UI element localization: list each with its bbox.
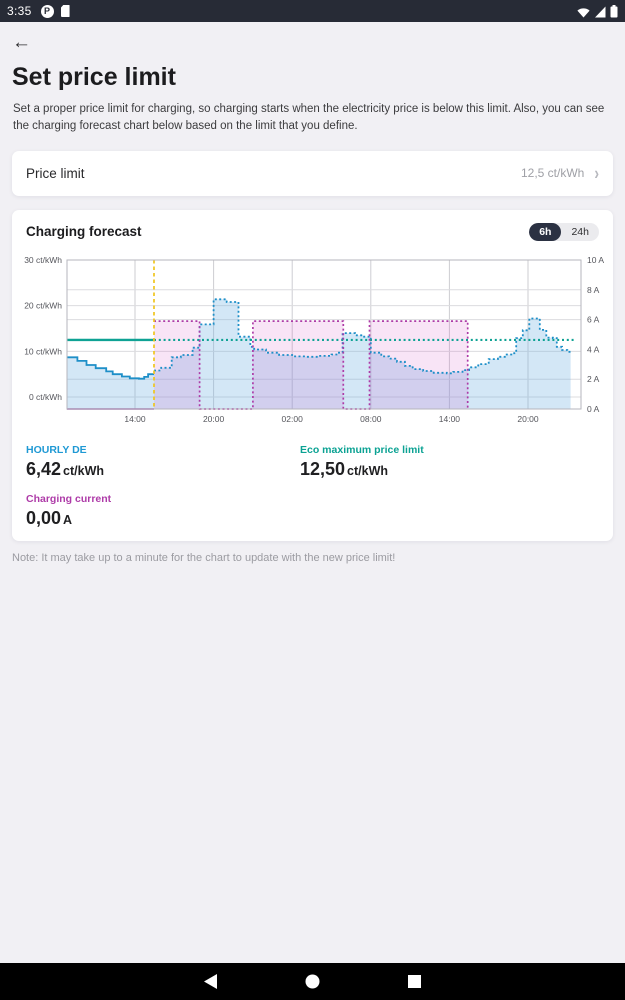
status-bar: 3:35 P (0, 0, 625, 22)
svg-text:20:00: 20:00 (517, 414, 539, 424)
chevron-right-icon: › (594, 162, 599, 184)
range-option-6h[interactable]: 6h (529, 222, 562, 241)
svg-text:14:00: 14:00 (439, 414, 461, 424)
forecast-title: Charging forecast (26, 224, 142, 239)
legend-item-eco-limit: Eco maximum price limit 12,50 ct/kWh (300, 444, 599, 480)
legend-unit-hourly: ct/kWh (63, 463, 105, 478)
legend-label-hourly: HOURLY DE (26, 443, 87, 456)
sd-card-icon (60, 5, 70, 17)
svg-text:30 ct/kWh: 30 ct/kWh (24, 255, 62, 265)
svg-text:0 A: 0 A (587, 404, 600, 414)
svg-text:02:00: 02:00 (282, 414, 304, 424)
chart-legend: HOURLY DE 6,42 ct/kWh Eco maximum price l… (26, 444, 599, 529)
legend-unit-eco: ct/kWh (347, 463, 389, 478)
wifi-icon (577, 7, 590, 17)
legend-item-charging-current: Charging current 0,00 A (26, 493, 300, 529)
battery-icon (610, 4, 618, 17)
price-limit-value: 12,5 ct/kWh (520, 166, 585, 180)
svg-text:2 A: 2 A (587, 374, 600, 384)
svg-text:4 A: 4 A (587, 344, 600, 354)
legend-unit-current: A (63, 512, 73, 527)
range-option-24h[interactable]: 24h (571, 225, 589, 238)
forecast-chart: 30 ct/kWh 20 ct/kWh 10 ct/kWh 0 ct/kWh 10 A 8… (24, 255, 604, 424)
charging-forecast-card: Charging forecast 6h 24h 30 ct/kWh 20 ct/… (12, 209, 613, 541)
nav-recents-icon[interactable] (407, 974, 423, 990)
update-note: Note: It may take up to a minute for the… (12, 551, 396, 564)
price-limit-label: Price limit (26, 165, 85, 181)
range-toggle: 6h 24h (529, 222, 599, 241)
legend-value-hourly: 6,42 (26, 458, 62, 479)
p-circle-icon: P (40, 4, 54, 18)
legend-value-eco: 12,50 (300, 458, 346, 479)
svg-text:10 ct/kWh: 10 ct/kWh (24, 346, 62, 356)
cell-signal-icon (595, 6, 606, 17)
clock-time: 3:35 (7, 4, 32, 18)
legend-value-current: 0,00 (26, 507, 62, 528)
svg-text:0 ct/kWh: 0 ct/kWh (29, 392, 62, 402)
legend-label-eco: Eco maximum price limit (300, 443, 424, 456)
nav-back-icon[interactable] (203, 974, 219, 990)
legend-label-current: Charging current (26, 492, 112, 505)
page-description: Set a proper price limit for charging, s… (13, 103, 605, 133)
svg-text:8 A: 8 A (587, 284, 600, 294)
nav-home-icon[interactable] (305, 974, 321, 990)
price-limit-row[interactable]: Price limit 12,5 ct/kWh › (12, 150, 613, 196)
svg-text:08:00: 08:00 (360, 414, 382, 424)
legend-item-hourly-price: HOURLY DE 6,42 ct/kWh (26, 444, 300, 480)
svg-text:10 A: 10 A (587, 255, 604, 265)
svg-text:14:00: 14:00 (124, 414, 146, 424)
back-button[interactable]: ← (12, 32, 34, 54)
svg-text:20 ct/kWh: 20 ct/kWh (24, 300, 62, 310)
svg-text:20:00: 20:00 (203, 414, 225, 424)
svg-text:6 A: 6 A (587, 314, 600, 324)
android-nav-bar (0, 963, 625, 1000)
page-title: Set price limit (12, 63, 176, 91)
